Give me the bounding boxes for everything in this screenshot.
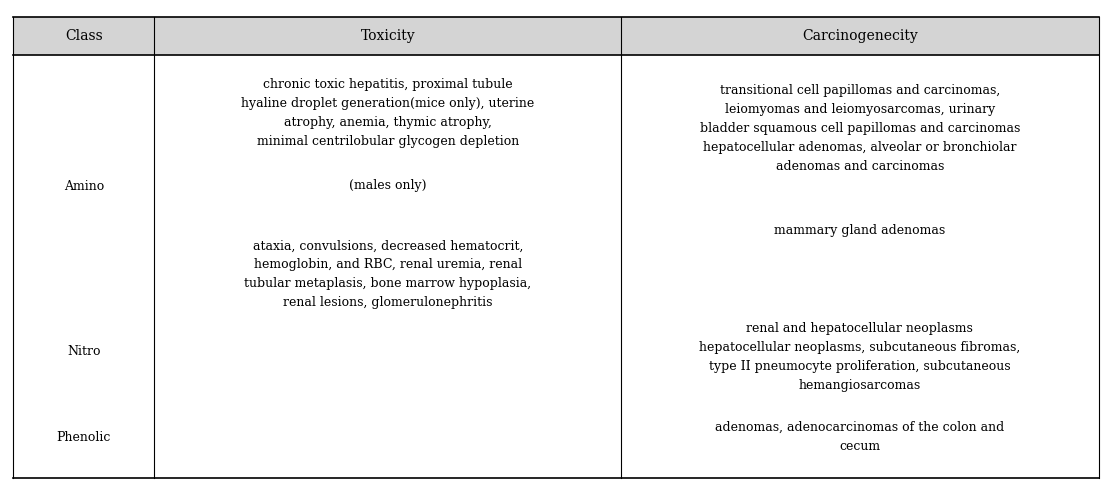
- Bar: [13, 17, 1099, 55]
- Text: Carcinogenecity: Carcinogenecity: [802, 29, 917, 43]
- Text: Nitro: Nitro: [67, 345, 101, 358]
- Text: transitional cell papillomas and carcinomas,
leiomyomas and leiomyosarcomas, uri: transitional cell papillomas and carcino…: [699, 84, 1020, 173]
- Text: Phenolic: Phenolic: [57, 431, 111, 443]
- Text: chronic toxic hepatitis, proximal tubule
hyaline droplet generation(mice only), : chronic toxic hepatitis, proximal tubule…: [241, 78, 535, 147]
- Text: (males only): (males only): [349, 179, 427, 192]
- Text: mammary gland adenomas: mammary gland adenomas: [774, 224, 945, 237]
- Text: renal and hepatocellular neoplasms
hepatocellular neoplasms, subcutaneous fibrom: renal and hepatocellular neoplasms hepat…: [699, 322, 1021, 392]
- Text: Amino: Amino: [63, 180, 105, 193]
- Text: ataxia, convulsions, decreased hematocrit,
hemoglobin, and RBC, renal uremia, re: ataxia, convulsions, decreased hematocri…: [245, 240, 532, 309]
- Text: Toxicity: Toxicity: [360, 29, 415, 43]
- Text: Class: Class: [64, 29, 102, 43]
- Text: adenomas, adenocarcinomas of the colon and
cecum: adenomas, adenocarcinomas of the colon a…: [715, 421, 1004, 453]
